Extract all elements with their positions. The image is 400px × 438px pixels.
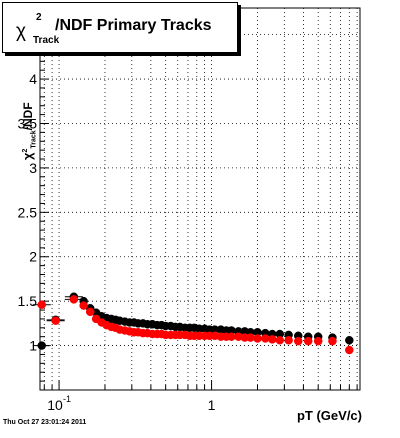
data-point bbox=[246, 333, 255, 342]
chart-title: /NDF Primary Tracks bbox=[55, 17, 212, 34]
data-point bbox=[37, 341, 46, 350]
chart-title-box: χ 2 Track /NDF Primary Tracks bbox=[2, 2, 238, 53]
x-tick-label: 1 bbox=[208, 397, 216, 413]
data-point bbox=[253, 334, 262, 343]
data-point bbox=[293, 336, 303, 346]
title-chi: χ bbox=[16, 21, 26, 42]
data-point bbox=[79, 301, 88, 310]
y-tick-label: 1.5 bbox=[18, 293, 38, 309]
y-axis-label: χ2Track/NDF bbox=[20, 70, 42, 160]
x-tick-label-exponent: -1 bbox=[63, 394, 71, 404]
data-point bbox=[345, 345, 354, 355]
y-label-chi: χ bbox=[20, 152, 35, 160]
data-point bbox=[268, 335, 277, 344]
x-axis-label: pT (GeV/c) bbox=[296, 408, 362, 423]
y-label-superscript: 2 bbox=[22, 148, 29, 153]
title-superscript: 2 bbox=[36, 12, 42, 23]
data-point bbox=[313, 336, 323, 346]
data-point bbox=[275, 336, 285, 345]
data-point bbox=[261, 334, 270, 343]
y-tick-label: 4 bbox=[29, 71, 37, 87]
title-symbol-group: χ 2 Track bbox=[13, 11, 73, 51]
data-point bbox=[69, 295, 79, 304]
data-point bbox=[284, 336, 293, 345]
y-tick-label: 2 bbox=[29, 249, 37, 265]
y-label-subscript: Track bbox=[30, 130, 38, 149]
timestamp: Thu Oct 27 23:01:24 2011 bbox=[3, 419, 87, 426]
data-point bbox=[85, 307, 95, 317]
data-point bbox=[51, 316, 60, 325]
x-tick-label: 10 bbox=[47, 397, 63, 413]
data-point bbox=[345, 336, 354, 345]
y-tick-label: 3 bbox=[29, 160, 37, 176]
title-subscript: Track bbox=[33, 35, 60, 46]
data-point bbox=[37, 300, 46, 309]
y-tick-label: 2.5 bbox=[18, 204, 38, 220]
y-tick-label: 3.5 bbox=[18, 115, 38, 131]
data-point bbox=[303, 336, 313, 346]
y-label-rest: /NDF bbox=[21, 102, 35, 131]
data-point bbox=[328, 336, 337, 346]
